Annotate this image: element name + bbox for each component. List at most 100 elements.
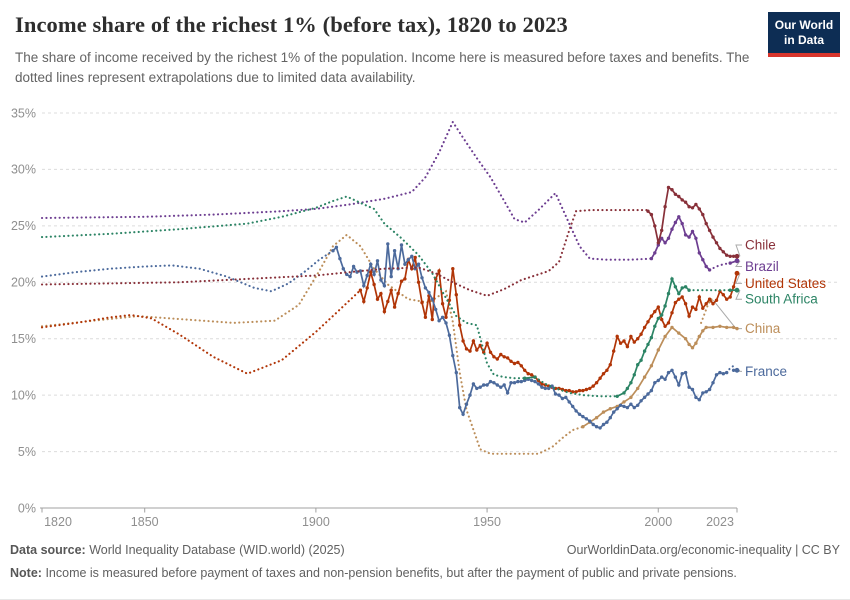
data-point	[341, 267, 345, 271]
data-point	[707, 297, 712, 301]
data-point	[629, 395, 633, 400]
data-point	[701, 329, 705, 333]
data-point	[475, 348, 479, 352]
data-point	[649, 314, 654, 318]
x-tick-label: 1850	[131, 515, 159, 529]
data-point	[642, 325, 647, 330]
data-point	[673, 300, 678, 305]
data-point	[389, 274, 393, 279]
series-label-chile[interactable]: Chile	[745, 238, 776, 253]
data-point	[653, 309, 657, 314]
data-point	[618, 403, 623, 407]
data-point	[615, 394, 619, 398]
data-point	[687, 235, 691, 239]
data-point	[509, 381, 513, 385]
data-point	[663, 334, 667, 339]
data-point	[704, 302, 708, 306]
series-label-united-states[interactable]: United States	[745, 276, 826, 291]
data-point	[437, 319, 441, 323]
data-point	[625, 405, 630, 410]
data-point	[666, 321, 671, 325]
data-point	[461, 339, 465, 343]
x-tick-label: 1950	[473, 515, 501, 529]
data-point	[690, 346, 695, 350]
data-point	[690, 387, 695, 392]
data-point	[660, 317, 664, 322]
data-point	[516, 360, 520, 365]
data-point	[728, 295, 732, 299]
data-point	[488, 350, 493, 354]
data-point	[649, 388, 654, 393]
data-source-label: Data source:	[10, 543, 86, 557]
series-segment-dotted	[40, 119, 653, 261]
data-point	[680, 286, 684, 290]
data-point	[636, 363, 640, 367]
data-point	[728, 261, 732, 265]
data-point	[375, 259, 380, 263]
data-point	[636, 403, 640, 407]
data-point	[420, 300, 424, 305]
data-point	[666, 291, 671, 296]
data-point	[653, 224, 657, 228]
data-point	[437, 269, 441, 273]
series-line-south-africa	[40, 195, 740, 398]
data-point	[731, 254, 736, 258]
data-point	[362, 299, 366, 304]
data-point	[683, 302, 688, 306]
data-point	[680, 221, 684, 226]
data-point	[601, 410, 606, 414]
data-point	[670, 311, 674, 315]
data-point	[704, 221, 708, 226]
footer-citation-link[interactable]: OurWorldinData.org/economic-inequality |…	[566, 543, 840, 557]
data-point	[711, 302, 715, 306]
data-point	[389, 288, 393, 292]
data-point	[704, 390, 708, 394]
data-point	[694, 202, 698, 207]
data-point	[612, 410, 616, 414]
data-point	[670, 227, 674, 231]
data-point	[639, 399, 643, 403]
y-tick-label: 25%	[11, 219, 36, 233]
data-point	[687, 385, 691, 389]
series-label-france[interactable]: France	[745, 364, 787, 379]
data-point	[735, 326, 739, 331]
data-point	[615, 407, 619, 411]
owid-logo[interactable]: Our World in Data	[768, 12, 840, 57]
legend-connector	[712, 299, 742, 330]
data-point	[697, 334, 701, 339]
data-point	[594, 425, 599, 429]
footer-note: Note: Income is measured before payment …	[10, 566, 840, 580]
data-point	[690, 229, 695, 234]
data-point	[454, 370, 458, 375]
data-point	[505, 356, 510, 360]
data-point	[519, 364, 523, 368]
data-point	[526, 372, 530, 376]
series-line-brazil	[40, 119, 740, 272]
data-point	[649, 212, 654, 217]
data-point	[673, 375, 678, 379]
data-point	[663, 241, 667, 245]
data-point	[622, 400, 626, 404]
series-segment-dotted	[708, 262, 732, 271]
series-label-china[interactable]: China	[745, 321, 781, 336]
data-point	[683, 370, 688, 375]
data-point	[687, 342, 691, 347]
data-point	[458, 405, 462, 410]
data-point	[348, 274, 352, 279]
data-point	[649, 335, 654, 340]
series-segment-solid	[616, 276, 690, 398]
y-tick-label: 20%	[11, 276, 36, 290]
footer-note-text: Income is measured before payment of tax…	[45, 566, 737, 580]
series-label-brazil[interactable]: Brazil	[745, 259, 779, 274]
series-end-marker	[734, 367, 740, 373]
data-point	[714, 373, 719, 377]
series-label-south-africa[interactable]: South Africa	[745, 292, 818, 307]
data-point	[379, 278, 383, 282]
data-point	[533, 379, 537, 384]
data-point	[656, 348, 660, 352]
data-point	[666, 236, 671, 240]
data-point	[379, 291, 383, 296]
data-point	[358, 288, 363, 292]
footer-note-label: Note:	[10, 566, 42, 580]
data-point	[649, 364, 654, 368]
